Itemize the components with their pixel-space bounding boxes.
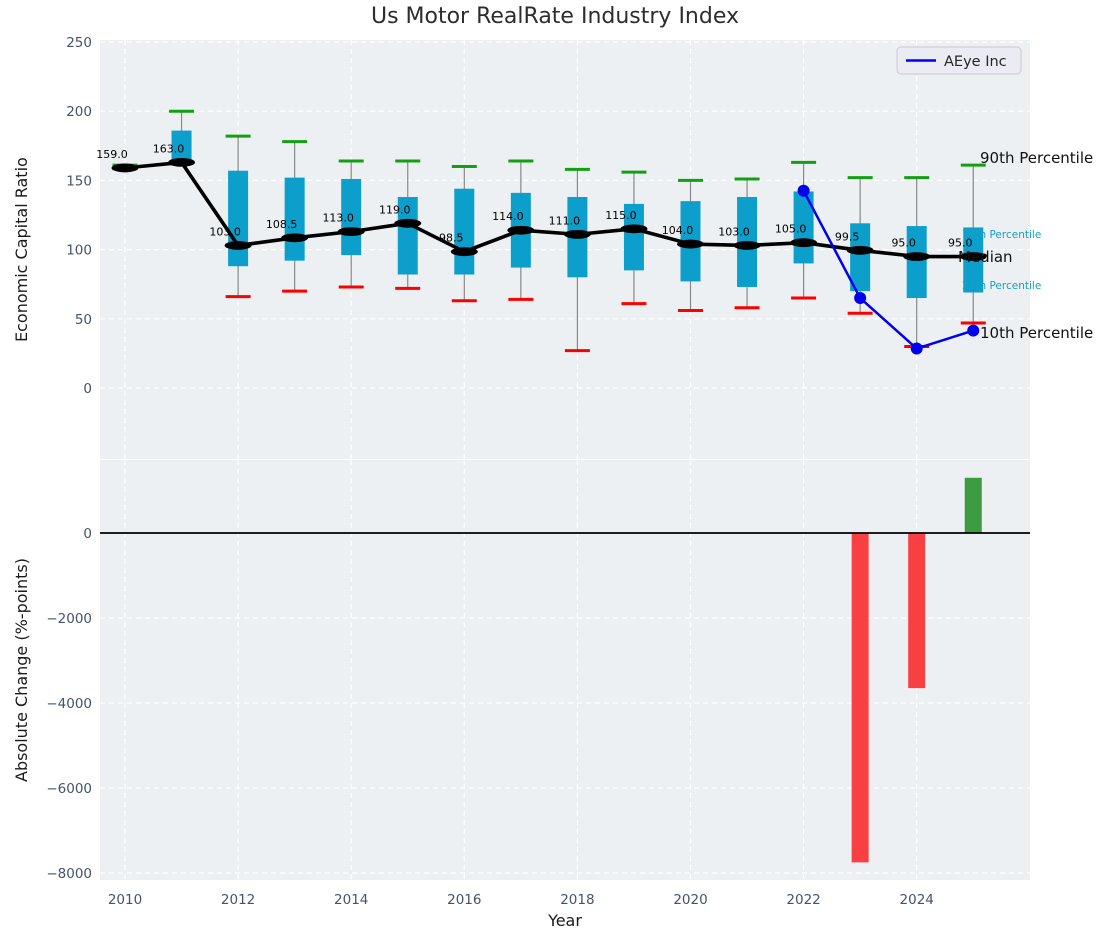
svg-text:2018: 2018 xyxy=(560,892,594,908)
top-y-axis-label: Economic Capital Ratio xyxy=(12,40,31,459)
percentile-label-90th-percentile: 90th Percentile xyxy=(980,149,1093,167)
bottom-chart-panel xyxy=(100,460,1030,880)
legend: AEye Inc xyxy=(897,47,1021,74)
percentile-label-25th-percentile: 25th Percentile xyxy=(962,280,1041,292)
svg-text:163.0: 163.0 xyxy=(153,142,185,155)
svg-text:2016: 2016 xyxy=(447,892,481,908)
svg-text:2012: 2012 xyxy=(221,892,255,908)
svg-text:99.5: 99.5 xyxy=(835,230,860,243)
svg-text:114.0: 114.0 xyxy=(492,210,524,223)
svg-text:111.0: 111.0 xyxy=(549,214,581,227)
x-axis-label: Year xyxy=(100,911,1030,930)
svg-text:115.0: 115.0 xyxy=(605,209,637,222)
svg-text:−4000: −4000 xyxy=(46,696,92,712)
bottom-y-axis-label: Absolute Change (%-points) xyxy=(12,460,31,880)
svg-text:2014: 2014 xyxy=(334,892,368,908)
svg-text:103.0: 103.0 xyxy=(718,225,750,238)
svg-text:200: 200 xyxy=(66,104,92,120)
svg-text:−2000: −2000 xyxy=(46,611,92,627)
svg-text:−6000: −6000 xyxy=(46,781,92,797)
chart-svg: 159.0 163.0 103.0 108.5 113.0 119.0 98.5 114.0 1… xyxy=(0,0,1114,942)
percentile-label-10th-percentile: 10th Percentile xyxy=(980,324,1093,342)
svg-text:2020: 2020 xyxy=(673,892,707,908)
svg-text:104.0: 104.0 xyxy=(662,224,694,237)
chart-title: Us Motor RealRate Industry Index xyxy=(90,4,1020,29)
svg-text:100: 100 xyxy=(66,243,92,259)
svg-text:−8000: −8000 xyxy=(46,866,92,882)
svg-text:95.0: 95.0 xyxy=(891,237,916,250)
svg-text:2022: 2022 xyxy=(786,892,820,908)
legend-label: AEye Inc xyxy=(944,54,1007,70)
svg-text:0: 0 xyxy=(83,526,92,542)
svg-text:50: 50 xyxy=(75,312,92,328)
svg-text:2010: 2010 xyxy=(108,892,142,908)
figure: 159.0 163.0 103.0 108.5 113.0 119.0 98.5 114.0 1… xyxy=(0,0,1114,942)
percentile-label-median: Median xyxy=(958,248,1013,266)
svg-text:119.0: 119.0 xyxy=(379,203,411,216)
svg-text:103.0: 103.0 xyxy=(209,225,241,238)
svg-text:108.5: 108.5 xyxy=(266,218,298,231)
svg-text:159.0: 159.0 xyxy=(96,148,128,161)
svg-text:2024: 2024 xyxy=(900,892,934,908)
svg-text:150: 150 xyxy=(66,173,92,189)
percentile-label-75th-percentile: 75th Percentile xyxy=(962,229,1041,241)
svg-text:0: 0 xyxy=(83,381,92,397)
svg-text:98.5: 98.5 xyxy=(439,232,464,245)
svg-text:250: 250 xyxy=(66,35,92,51)
svg-text:105.0: 105.0 xyxy=(775,223,807,236)
svg-text:113.0: 113.0 xyxy=(322,212,354,225)
